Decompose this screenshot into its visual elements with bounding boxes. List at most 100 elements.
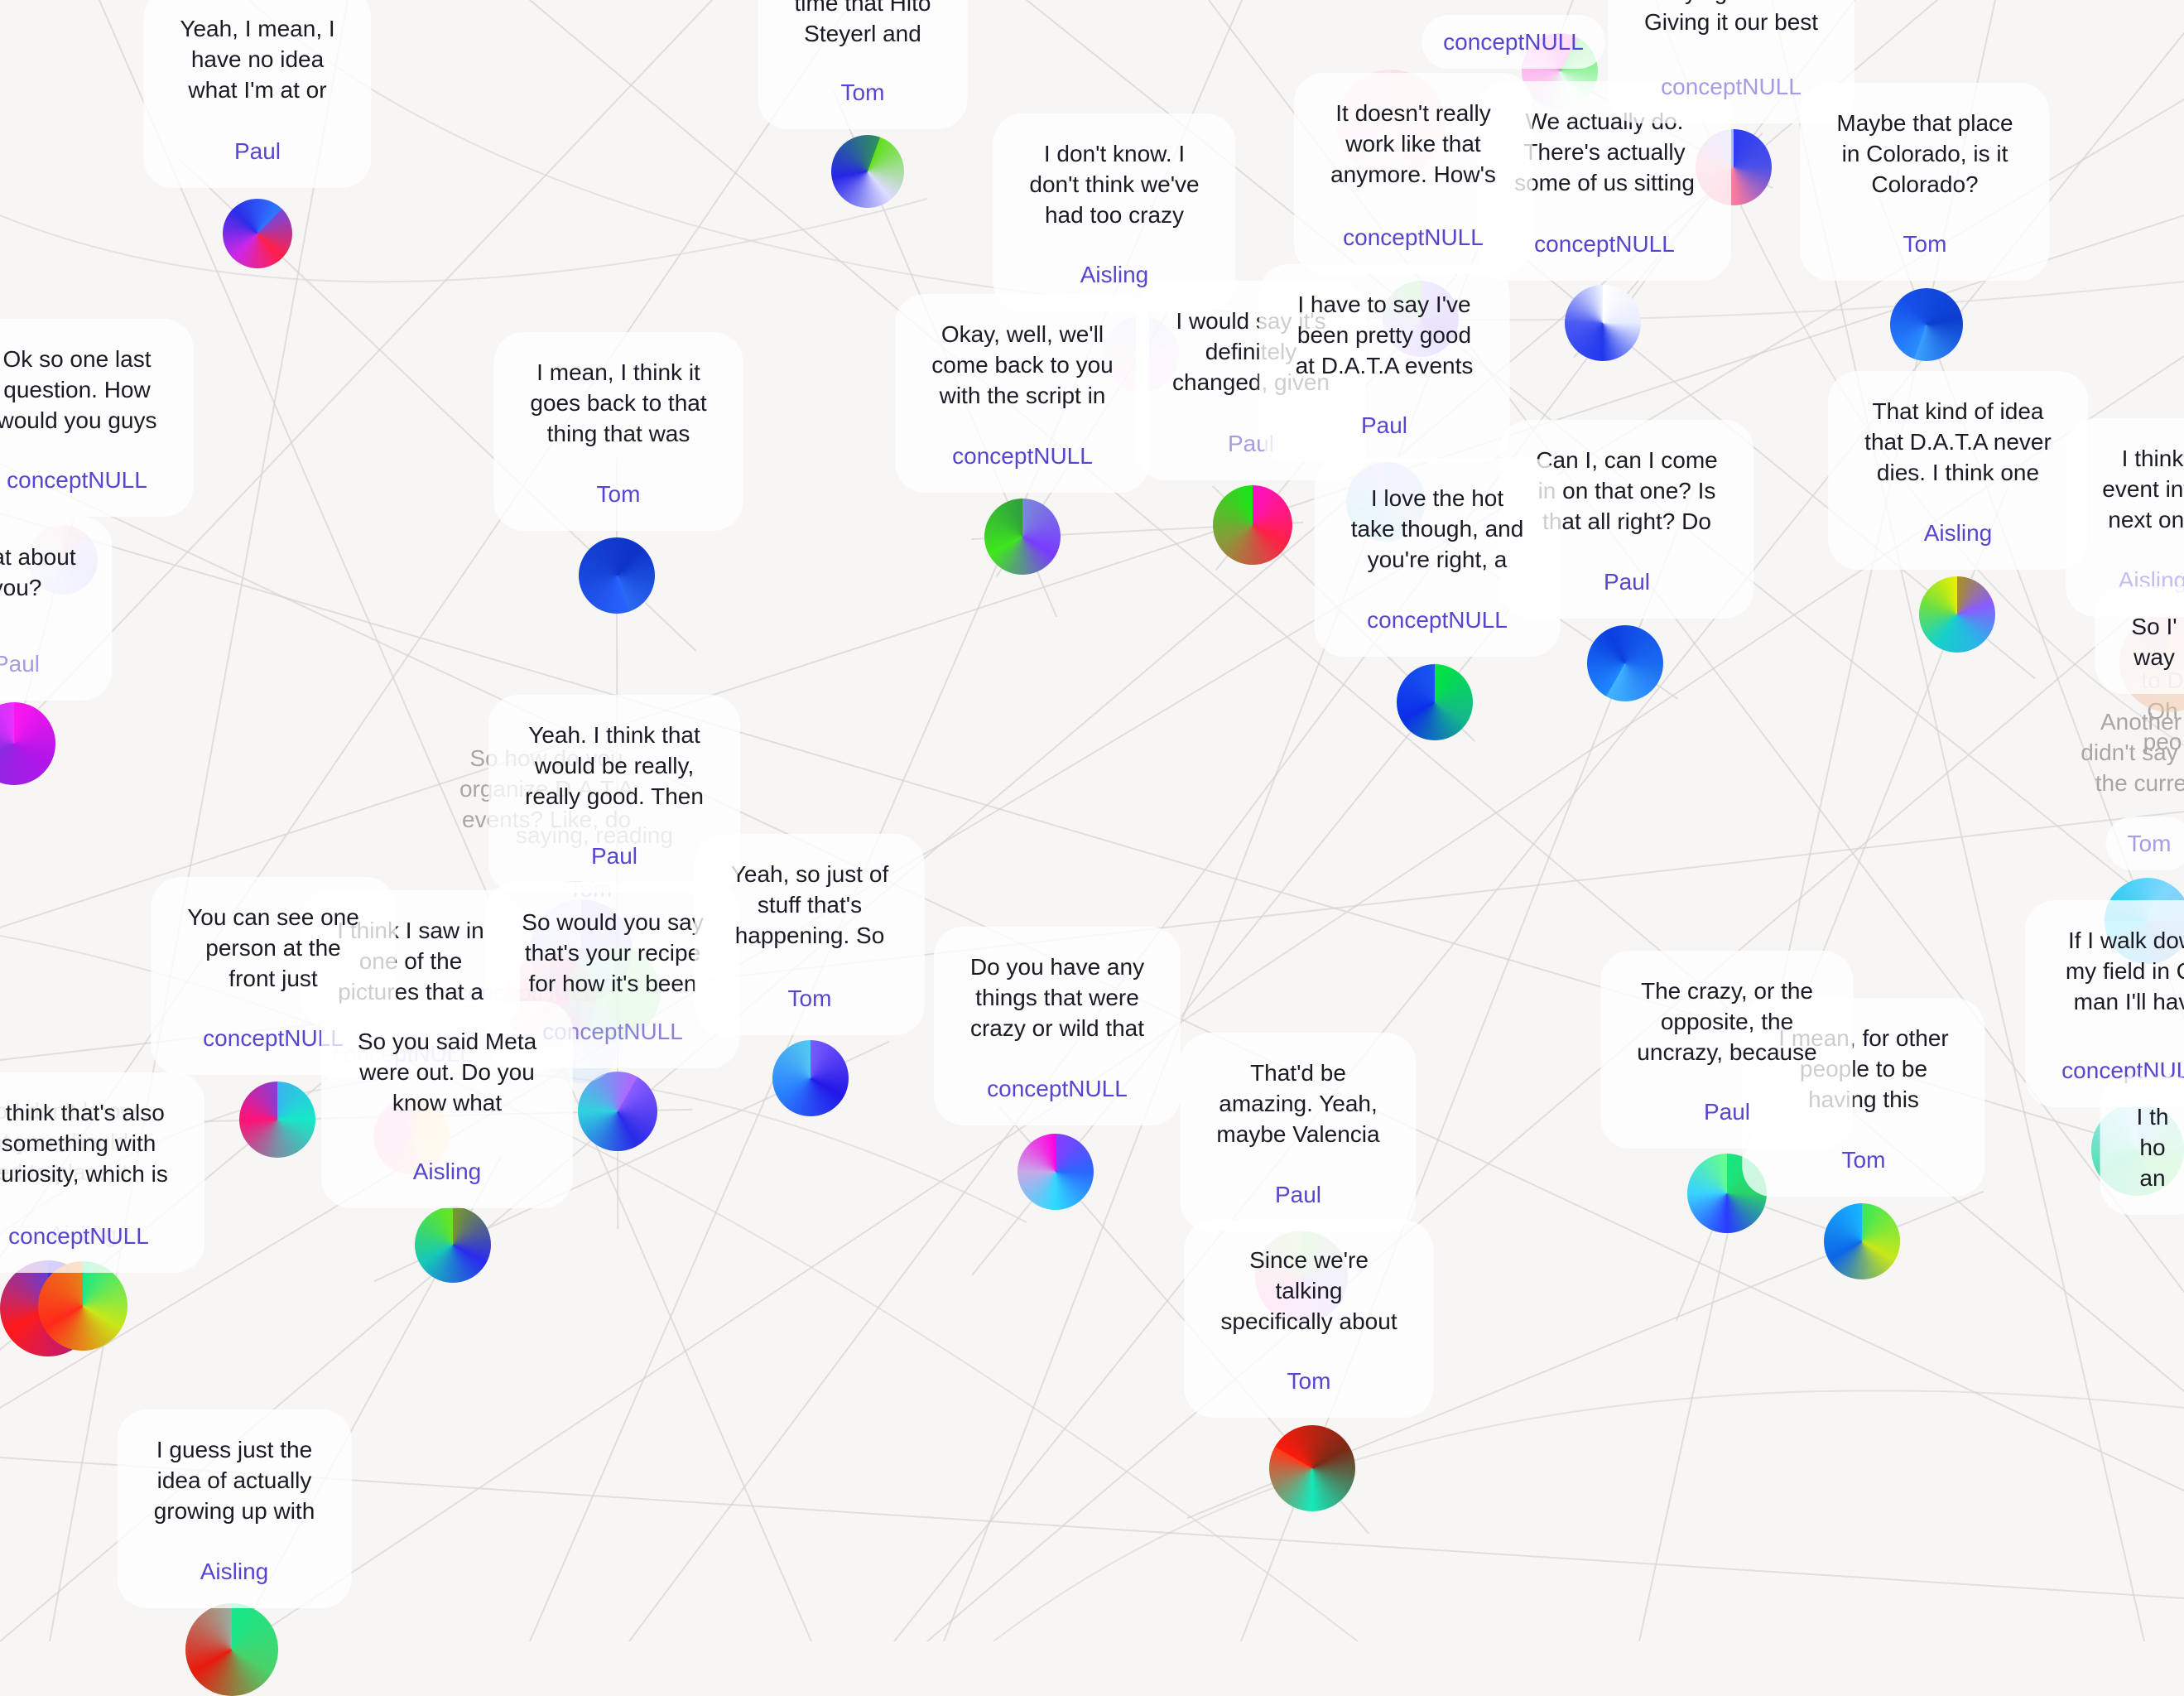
speaker-label[interactable]: Tom: [596, 480, 641, 507]
quote-text: That'd be amazing. Yeah, maybe Valencia: [1216, 1059, 1380, 1147]
quote-text: I think that's also something with curiosi…: [0, 1099, 168, 1187]
node-label[interactable]: conceptNULL: [1422, 14, 1605, 69]
speaker-label[interactable]: Paul: [1360, 412, 1408, 438]
edge-line: [892, 31, 2184, 1641]
node-circle[interactable]: [185, 1603, 278, 1696]
speaker-label[interactable]: Paul: [1603, 568, 1651, 595]
edge-line: [0, 1456, 2184, 1600]
node-label[interactable]: What aboutyou? Paul: [0, 517, 113, 701]
speaker-label[interactable]: conceptNULL: [1661, 73, 1802, 99]
node-circle[interactable]: [223, 199, 292, 268]
quote-text: Maybe that place in Colorado, is it Colora…: [1836, 109, 2013, 197]
edge-line: [1638, 0, 1997, 1641]
node-circle[interactable]: [239, 1082, 315, 1158]
node-circle[interactable]: [1890, 288, 1963, 361]
speaker-label[interactable]: Tom: [1287, 1367, 1331, 1394]
edge-line: [0, 214, 2184, 929]
ghost-text: didn't say is: [2081, 739, 2184, 765]
node-circle[interactable]: [1824, 1203, 1900, 1279]
speaker-label[interactable]: Tom: [840, 79, 885, 105]
node-circle[interactable]: [415, 1207, 491, 1283]
speaker-label[interactable]: conceptNULL: [1534, 230, 1675, 257]
speaker-label[interactable]: Tom: [2127, 830, 2172, 856]
node-label[interactable]: So I' way: [2095, 586, 2184, 694]
speaker-label[interactable]: Aisling: [1080, 261, 1149, 287]
node-label[interactable]: I think that's also something with curiosi…: [0, 1072, 204, 1273]
node-label[interactable]: time that Hito Steyerl and Tom: [758, 0, 968, 129]
speaker-label[interactable]: Tom: [1903, 230, 1947, 257]
quote-text: So you said Meta were out. Do you know wha…: [357, 1028, 537, 1115]
node-label[interactable]: Okay, well, we'll come back to you with th…: [895, 293, 1150, 493]
node-circle[interactable]: [1213, 485, 1292, 565]
node-circle[interactable]: [1397, 664, 1473, 740]
node-label[interactable]: Yeah. I think that would be really, really…: [488, 694, 740, 893]
node-label[interactable]: The crazy, or the opposite, the uncrazy, b…: [1600, 950, 1854, 1149]
speaker-label[interactable]: Aisling: [412, 1158, 482, 1184]
speaker-label[interactable]: conceptNULL: [203, 1024, 344, 1051]
speaker-label[interactable]: Paul: [0, 650, 41, 677]
speaker-label[interactable]: Paul: [1703, 1098, 1751, 1125]
node-label[interactable]: Do you have any things that were crazy or …: [933, 926, 1181, 1125]
speaker-label[interactable]: Tom: [787, 985, 832, 1011]
node-label[interactable]: I love the hot take though, and you're rig…: [1314, 457, 1561, 657]
quote-text: I love the hot take though, and you're rig…: [1350, 484, 1524, 572]
speaker-label[interactable]: Paul: [233, 137, 281, 164]
quote-text: So I' way: [2131, 614, 2177, 670]
ghost-text: Another: [2100, 708, 2182, 735]
node-label[interactable]: It doesn't really work like that anymore. …: [1294, 72, 1532, 274]
node-label[interactable]: Maybe that place in Colorado, is it Colora…: [1800, 82, 2050, 281]
speaker-label[interactable]: Aisling: [200, 1558, 269, 1584]
edge-line: [0, 0, 1939, 1641]
node-circle[interactable]: [1269, 1425, 1355, 1511]
node-circle[interactable]: [1565, 285, 1641, 361]
node-label[interactable]: That kind of idea that D.A.T.A never dies.…: [1828, 370, 2088, 570]
edge-curve: [248, 0, 2184, 321]
node-circle[interactable]: [578, 1072, 657, 1151]
node-label[interactable]: I th ho an: [2100, 1076, 2184, 1215]
quote-text: Okay, well, we'll come back to you with th…: [931, 320, 1114, 408]
node-circle[interactable]: [984, 499, 1061, 575]
node-label[interactable]: I guess just the idea of actually growing …: [117, 1409, 352, 1608]
speaker-label[interactable]: conceptNULL: [1443, 28, 1584, 55]
node-circle[interactable]: [831, 135, 904, 208]
quote-text: I have to say I've been pretty good at D.A…: [1295, 291, 1474, 378]
quote-text: That kind of idea that D.A.T.A never dies.…: [1864, 398, 2052, 485]
node-label[interactable]: Ok so one last question. How would you guy…: [0, 318, 194, 517]
node-label[interactable]: Can I, can I come in on that one? Is that …: [1499, 419, 1754, 619]
node-label[interactable]: That'd be amazing. Yeah, maybe Valencia Pau…: [1180, 1032, 1417, 1231]
speaker-label[interactable]: conceptNULL: [952, 442, 1093, 469]
speaker-label[interactable]: Aisling: [1923, 519, 1993, 546]
speaker-label[interactable]: Paul: [1274, 1181, 1322, 1207]
speaker-label[interactable]: conceptNULL: [987, 1075, 1128, 1101]
ghost-text: peo: [2143, 728, 2182, 754]
speaker-label[interactable]: conceptNULL: [1367, 606, 1508, 633]
speaker-label[interactable]: Tom: [1841, 1146, 1886, 1173]
node-circle[interactable]: [1587, 625, 1663, 701]
node-circle[interactable]: [772, 1040, 849, 1116]
node-label[interactable]: So you said Meta were out. Do you know wha…: [320, 1000, 574, 1208]
quote-text: time that Hito Steyerl and: [794, 0, 931, 46]
node-circle[interactable]: [1919, 576, 1995, 653]
node-label[interactable]: I mean, I think it goes back to that thing…: [493, 331, 743, 531]
node-label[interactable]: Tom: [2105, 816, 2184, 870]
node-circle[interactable]: [579, 537, 655, 614]
quote-text: Can I, can I come in on that one? Is that …: [1536, 446, 1718, 534]
edge-curve: [0, 198, 928, 283]
node-circle[interactable]: [1017, 1134, 1094, 1210]
speaker-label[interactable]: conceptNULL: [1343, 224, 1484, 250]
speaker-label[interactable]: Paul: [590, 842, 638, 869]
node-label[interactable]: Since we're talking specifically about Tom: [1184, 1219, 1434, 1418]
quote-text: Yeah, so just of stuff that's happening. S…: [730, 860, 889, 948]
speaker-label[interactable]: conceptNULL: [7, 466, 147, 493]
node-label[interactable]: I have to say I've been pretty good at D.A…: [1258, 263, 1510, 462]
speaker-label[interactable]: conceptNULL: [8, 1222, 149, 1249]
edge-line: [247, 354, 2184, 1641]
node-circle[interactable]: [38, 1261, 127, 1351]
